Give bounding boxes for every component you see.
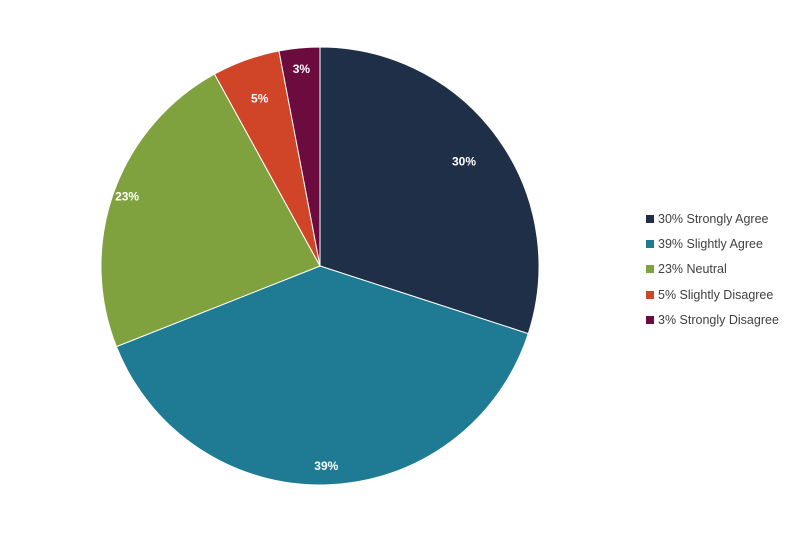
legend-swatch — [646, 315, 654, 324]
pie-slice — [319, 46, 540, 335]
pie-data-labels: 30% 39% 23% 5% 3% — [115, 62, 476, 473]
legend-label: 30% Strongly Agree — [658, 211, 769, 226]
pie-data-label: 3% — [293, 62, 311, 76]
legend: 30% Strongly Agree 39% Slightly Agree 23% … — [646, 206, 779, 332]
legend-label: 39% Slightly Agree — [658, 236, 763, 251]
legend-swatch — [646, 214, 654, 223]
legend-label: 5% Slightly Disagree — [658, 287, 774, 302]
legend-swatch — [646, 239, 654, 248]
legend-item: 3% Strongly Disagree — [646, 307, 779, 332]
legend-item: 5% Slightly Disagree — [646, 282, 779, 307]
legend-label: 23% Neutral — [658, 262, 727, 277]
legend-item: 23% Neutral — [646, 257, 779, 282]
pie-data-label: 30% — [452, 154, 476, 168]
legend-swatch — [646, 265, 654, 274]
pie-data-label: 23% — [115, 190, 139, 204]
pie-slices — [100, 46, 540, 486]
pie-data-label: 39% — [314, 459, 338, 473]
pie-slice — [278, 46, 321, 267]
pie-chart: 30% 39% 23% 5% 3% — [100, 46, 540, 486]
pie-slice — [100, 73, 321, 348]
pie-slice — [115, 265, 529, 486]
legend-item: 39% Slightly Agree — [646, 231, 779, 256]
pie-data-label: 5% — [251, 92, 269, 106]
legend-item: 30% Strongly Agree — [646, 206, 779, 231]
legend-swatch — [646, 290, 654, 299]
legend-label: 3% Strongly Disagree — [658, 312, 779, 327]
